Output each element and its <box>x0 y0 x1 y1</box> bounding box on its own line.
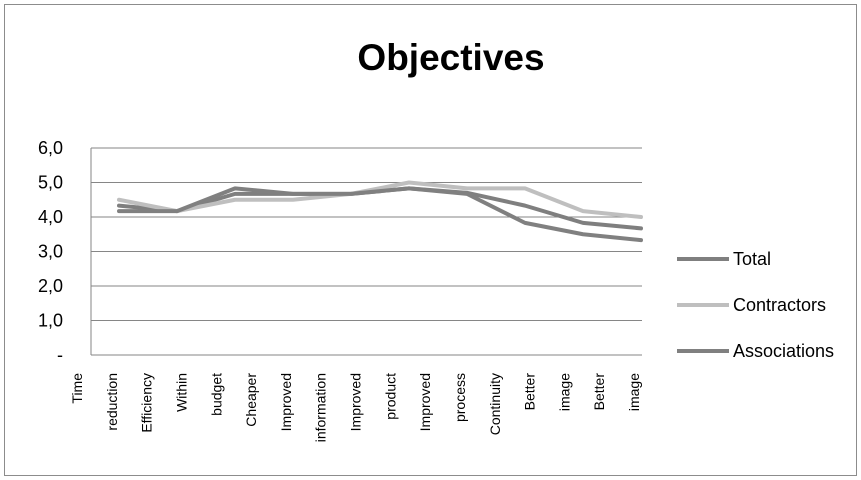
x-category-label: image <box>556 373 572 411</box>
axis-layer <box>90 148 642 356</box>
x-category-label: Improved <box>348 373 364 431</box>
y-tick-label: - <box>57 345 63 365</box>
y-tick-label: 4,0 <box>38 207 63 227</box>
x-category-label: Cheaper <box>243 373 259 427</box>
x-category-label: Improved <box>278 373 294 431</box>
x-category-label: Improved <box>417 373 433 431</box>
x-category-label: Time <box>69 373 85 404</box>
legend-label: Contractors <box>733 295 826 315</box>
x-category-label: Better <box>522 373 538 411</box>
x-category-labels: Time reduction Efficiency Within budget Cheap… <box>69 373 642 443</box>
x-category-label: Better <box>591 373 607 411</box>
x-category-label: information <box>313 373 329 442</box>
x-category-label: product <box>382 373 398 420</box>
x-category-label: reduction <box>104 373 120 431</box>
x-category-label: image <box>626 373 642 411</box>
y-tick-label: 2,0 <box>38 276 63 296</box>
chart-frame: Objectives - 1,0 2,0 3,0 4,0 5,0 6,0 Time reduc… <box>4 4 857 476</box>
chart-title: Objectives <box>357 37 544 78</box>
y-tick-label: 1,0 <box>38 311 63 331</box>
series-line-contractors <box>117 180 643 219</box>
series-line-associations <box>117 186 643 243</box>
y-tick-label: 3,0 <box>38 242 63 262</box>
legend-label: Total <box>733 249 771 269</box>
x-category-label: Efficiency <box>139 373 155 433</box>
legend-label: Associations <box>733 341 834 361</box>
legend: Total Contractors Associations <box>677 249 834 361</box>
grid-layer <box>91 147 642 321</box>
series-layer <box>117 180 643 243</box>
line-chart: Objectives - 1,0 2,0 3,0 4,0 5,0 6,0 Time reduc… <box>38 37 834 443</box>
x-category-label: process <box>452 373 468 422</box>
y-tick-labels: - 1,0 2,0 3,0 4,0 5,0 6,0 <box>38 138 63 365</box>
y-tick-label: 5,0 <box>38 173 63 193</box>
x-category-label: Continuity <box>487 373 503 435</box>
x-category-label: Within <box>173 373 189 412</box>
x-category-label: budget <box>208 373 224 416</box>
y-tick-label: 6,0 <box>38 138 63 158</box>
